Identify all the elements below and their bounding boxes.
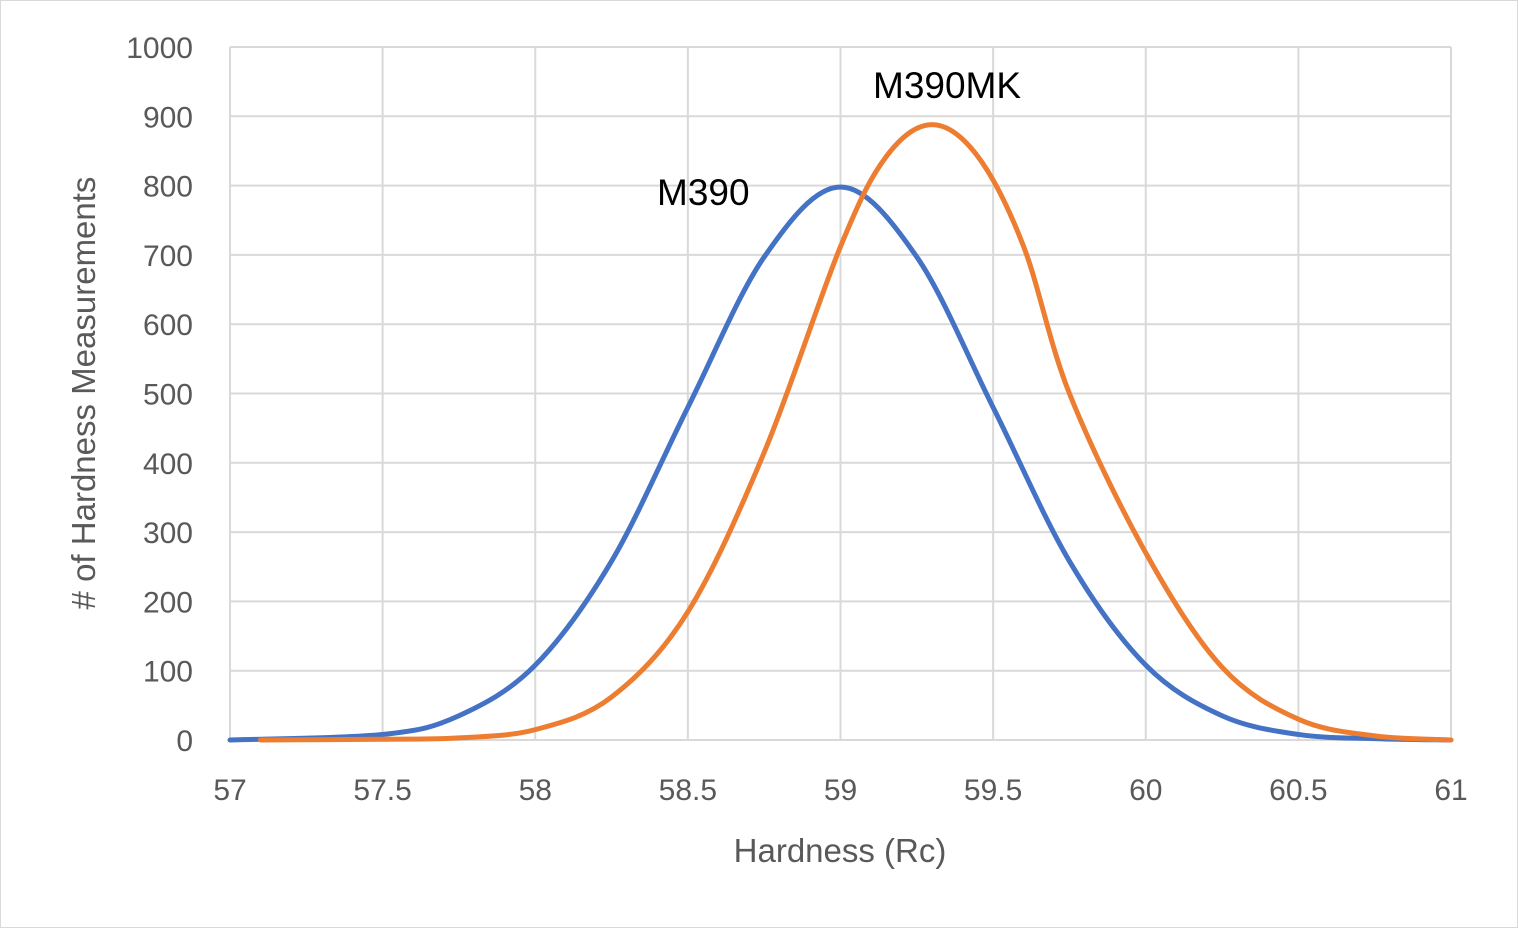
label-m390: M390 bbox=[657, 172, 750, 213]
y-tick-label: 500 bbox=[143, 379, 193, 412]
x-tick-label: 58 bbox=[519, 774, 552, 807]
series-line-m390 bbox=[227, 184, 1454, 743]
gridlines bbox=[229, 46, 1452, 741]
y-tick-label: 700 bbox=[143, 240, 193, 273]
y-tick-label: 1000 bbox=[126, 32, 193, 65]
x-tick-label: 58.5 bbox=[659, 774, 717, 807]
x-axis-ticks: 57 57.5 58 58.5 59 59.5 60 60.5 61 bbox=[213, 774, 1467, 807]
y-tick-label: 0 bbox=[176, 725, 193, 758]
y-tick-label: 900 bbox=[143, 101, 193, 134]
y-tick-label: 800 bbox=[143, 171, 193, 204]
x-tick-label: 57 bbox=[213, 774, 246, 807]
x-tick-label: 61 bbox=[1434, 774, 1467, 807]
series-lines bbox=[227, 122, 1454, 743]
y-tick-label: 300 bbox=[143, 517, 193, 550]
series-line-m390mk bbox=[258, 122, 1454, 743]
x-axis-title: Hardness (Rc) bbox=[734, 832, 947, 869]
x-tick-label: 60 bbox=[1129, 774, 1162, 807]
y-axis-ticks: 0 100 200 300 400 500 600 700 800 900 1000 bbox=[126, 32, 193, 758]
y-axis-title: # of Hardness Measurements bbox=[65, 177, 102, 610]
y-tick-label: 400 bbox=[143, 448, 193, 481]
x-tick-label: 59 bbox=[824, 774, 857, 807]
x-tick-label: 60.5 bbox=[1269, 774, 1327, 807]
x-tick-label: 57.5 bbox=[353, 774, 411, 807]
y-tick-label: 600 bbox=[143, 309, 193, 342]
x-tick-label: 59.5 bbox=[964, 774, 1022, 807]
y-tick-label: 200 bbox=[143, 586, 193, 619]
label-m390mk: M390MK bbox=[873, 65, 1021, 106]
y-tick-label: 100 bbox=[143, 656, 193, 689]
